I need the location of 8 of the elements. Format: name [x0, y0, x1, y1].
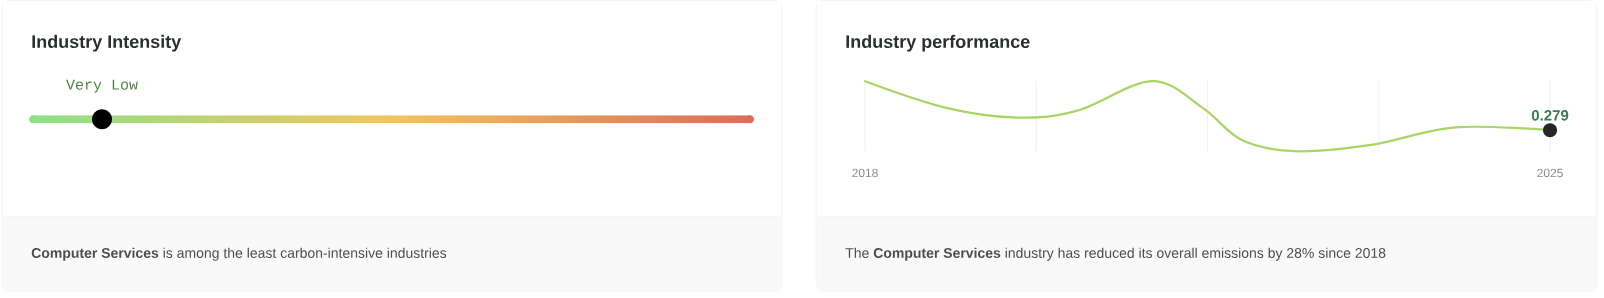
x-tick-label: 2025 — [1537, 168, 1563, 178]
chart-title: Industry performance — [846, 34, 1030, 52]
text: Industry Intensity — [32, 34, 182, 52]
annotation: 0.279 — [1531, 109, 1569, 121]
text: Very Low — [66, 79, 138, 93]
text: Computer Services is among the least carbon-intensive industries — [31, 247, 447, 261]
text: The Computer Services industry has reduced its overall emissions by 28% since 2018 — [845, 247, 1386, 261]
x-tick-label: 2018 — [852, 168, 878, 178]
